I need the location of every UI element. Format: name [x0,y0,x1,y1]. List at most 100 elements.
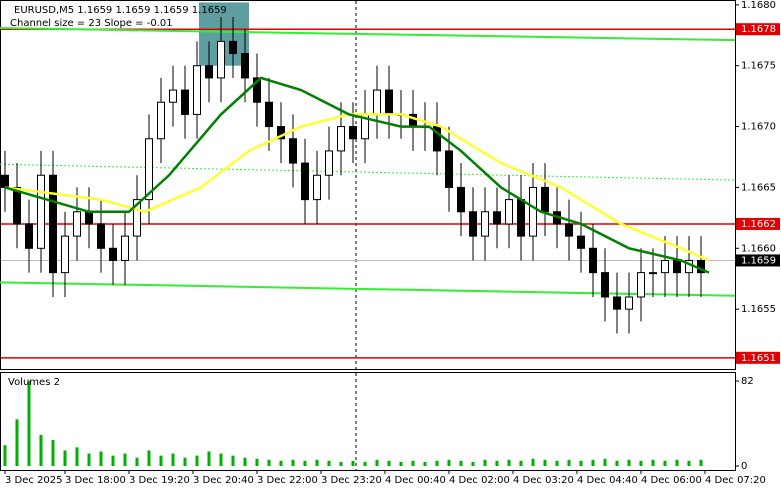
x-tick-label: 3 Dec 20:40 [193,475,254,486]
volume-tick-label: 82 [741,376,754,387]
volume-bar [3,445,7,466]
price-label-box [736,217,780,230]
candle-body [1,174,9,188]
candle-body [13,186,21,225]
candle-body [325,150,333,176]
x-tick-label: 3 Dec 18:00 [65,475,126,486]
price-label: 1.1651 [741,353,776,364]
volume-bar [699,459,703,466]
candle-body [241,53,249,79]
candle-body [637,272,645,298]
volume-bar [135,457,139,466]
candle-body [193,65,201,115]
x-tick-label: 4 Dec 07:20 [705,475,766,486]
volume-bar [171,453,175,466]
candle-body [385,89,393,115]
volume-bar [375,459,379,466]
volume-bar [51,440,55,466]
volume-bar [27,381,31,466]
candle-body [529,186,537,237]
volume-bar [219,453,223,466]
volume-bar [75,447,79,466]
candle-body [457,186,465,213]
volume-bar [651,459,655,466]
candle-body [661,259,669,274]
price-label: 1.1659 [741,255,776,266]
volume-bar [147,450,151,466]
volume-bar [519,460,523,466]
price-label: 1.1662 [741,219,776,230]
candle-body [301,162,309,201]
volume-bar [579,460,583,466]
volume-bar [87,453,91,466]
volume-bar [231,455,235,466]
volume-bar [615,460,619,466]
y-tick-label: 1.1675 [741,61,776,72]
volume-bar [459,460,463,466]
volume-bar [639,460,643,466]
x-tick-label: 4 Dec 06:00 [641,475,702,486]
candle-body [109,247,117,261]
moving-average [4,113,710,262]
candle-body [505,199,513,225]
volume-bar [159,455,163,466]
candle-body [121,235,129,261]
candle-body [565,223,573,237]
volume-bar [39,434,43,466]
candle-body [85,211,93,225]
price-panel [0,0,736,370]
volume-bar [267,459,271,466]
volume-bar [543,459,547,466]
volume-bar [99,451,103,466]
volume-bar [15,419,19,466]
volume-bar [243,457,247,466]
candle-body [517,199,525,237]
y-tick-label: 1.1680 [741,0,776,11]
candle-body [469,211,477,237]
candle-body [205,65,213,79]
volume-bar [483,459,487,466]
x-tick-label: 4 Dec 00:40 [385,475,446,486]
x-tick-label: 3 Dec 22:00 [257,475,318,486]
volume-bar [447,459,451,466]
candle-body [313,174,321,201]
price-label: 1.1678 [741,24,776,35]
volume-bar [339,461,343,466]
volume-bar [555,460,559,466]
candle-body [625,296,633,310]
candle-body [97,223,105,249]
candle-body [61,235,69,274]
volume-bar [255,458,259,466]
candle-body [133,199,141,237]
x-tick-label: 4 Dec 02:00 [449,475,510,486]
volume-bar [471,461,475,466]
volume-bar [591,459,595,466]
candle-body [589,247,597,274]
candle-body [265,101,273,128]
x-tick-label: 4 Dec 04:40 [577,475,638,486]
candle-body [277,126,285,140]
volume-bar [567,459,571,466]
candle-body [49,174,57,274]
volume-bar [123,453,127,466]
candle-body [481,211,489,237]
volume-panel [0,372,736,471]
volume-bar [195,455,199,466]
volume-bar [399,461,403,466]
moving-average [4,76,710,274]
volume-bar [291,459,295,466]
volume-bar [111,455,115,466]
price-label-box [736,23,780,36]
x-tick-label: 4 Dec 03:20 [513,475,574,486]
volume-bar [675,459,679,466]
candle-body [289,138,297,164]
channel-label: Channel size = 23 Slope = -0.01 [10,18,173,29]
volume-bar [507,459,511,466]
candle-body [673,259,681,274]
volume-bar [663,460,667,466]
volume-bar [63,450,67,466]
y-tick-label: 1.1655 [741,304,776,315]
volume-bar [687,460,691,466]
volume-bar [531,458,535,466]
volume-bar [351,460,355,466]
